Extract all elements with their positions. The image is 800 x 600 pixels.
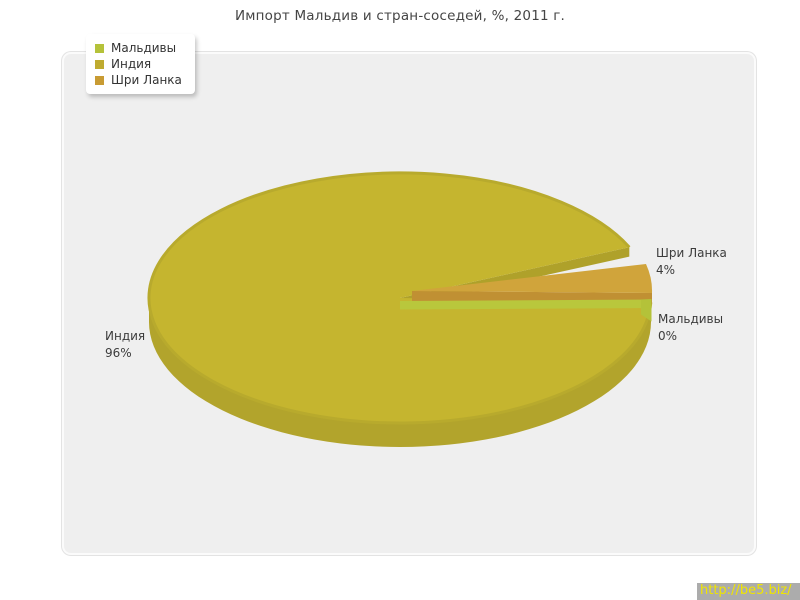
legend-swatch-maldives-icon — [95, 43, 104, 53]
legend-swatch-srilanka-icon — [95, 75, 104, 85]
slice-label-value: 0% — [658, 329, 678, 343]
pie-slice-maldives-side — [641, 299, 652, 322]
chart-title: Импорт Мальдив и стран-соседей, %, 2011 … — [234, 8, 566, 24]
pie-rim-shading — [147, 171, 653, 425]
pie-slice-srilanka[interactable] — [412, 264, 653, 293]
pie-slice-india[interactable] — [148, 172, 651, 423]
slice-label-name: Шри Ланка — [656, 246, 727, 260]
legend-swatch-india-icon — [95, 59, 104, 69]
pie-slice-india-side — [149, 298, 651, 447]
watermark-link[interactable]: http://be5.biz/ — [697, 583, 800, 600]
legend-label: Шри Ланка — [111, 73, 182, 87]
slice-label-maldives: Мальдивы 0% — [658, 311, 723, 345]
pie-slice-maldives[interactable] — [400, 299, 651, 310]
legend-item-srilanka[interactable]: Шри Ланка — [95, 72, 187, 88]
slice-label-india: Индия 96% — [105, 328, 145, 362]
slice-label-value: 4% — [656, 263, 676, 277]
legend-label: Мальдивы — [111, 41, 177, 55]
legend-label: Индия — [111, 57, 152, 71]
slice-label-value: 96% — [105, 346, 132, 360]
slice-label-name: Индия — [105, 329, 146, 343]
slice-label-srilanka: Шри Ланка 4% — [656, 245, 727, 279]
legend-item-maldives[interactable]: Мальдивы — [95, 40, 187, 56]
chart-legend: Мальдивы Индия Шри Ланка — [86, 34, 195, 94]
legend-item-india[interactable]: Индия — [95, 56, 187, 72]
slice-label-name: Мальдивы — [658, 312, 724, 326]
